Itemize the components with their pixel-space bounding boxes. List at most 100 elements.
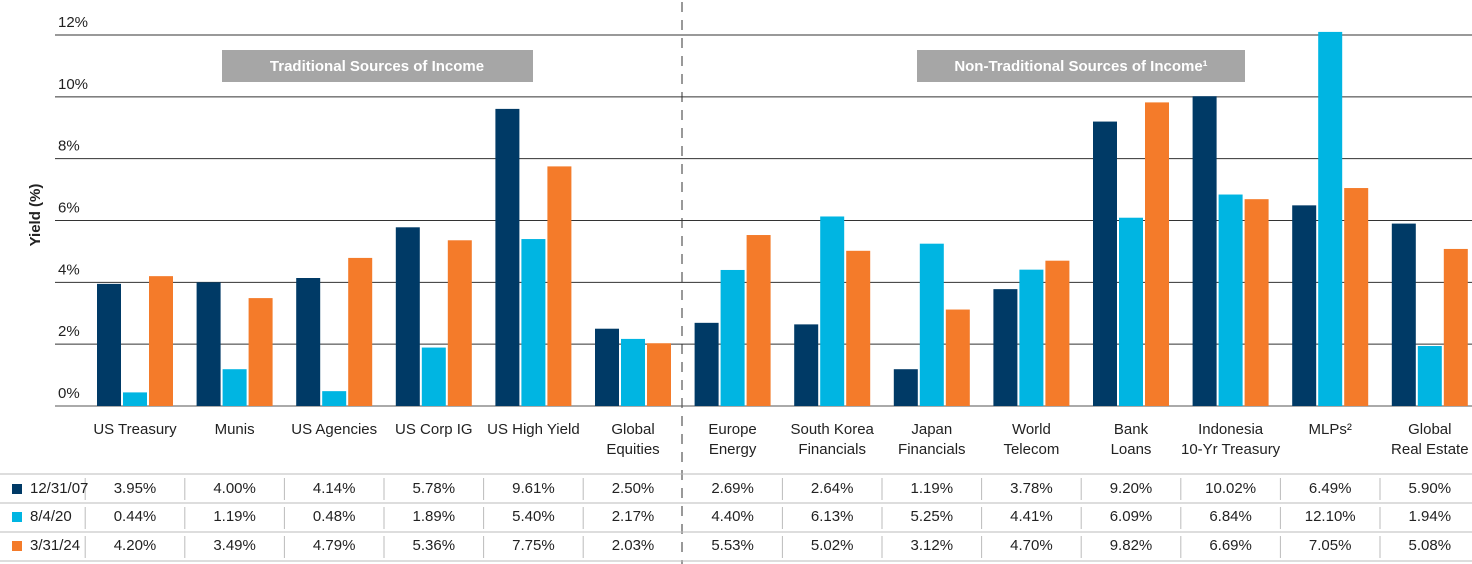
y-tick-label: 6% bbox=[58, 199, 80, 216]
annotation: Traditional Sources of Income bbox=[270, 58, 484, 75]
bar bbox=[1192, 96, 1217, 406]
value-label: 9.82% bbox=[1110, 537, 1153, 554]
annotation-box bbox=[222, 50, 533, 82]
bar bbox=[1145, 102, 1169, 407]
x-tick-label: World Telecom bbox=[1003, 421, 1060, 458]
bar bbox=[97, 283, 121, 406]
legend-swatch bbox=[12, 512, 22, 522]
bar bbox=[1443, 248, 1468, 406]
legend-label: 3/31/24 bbox=[30, 537, 80, 554]
value-label: 5.40% bbox=[512, 508, 555, 525]
bar bbox=[820, 216, 845, 406]
value-label: 6.09% bbox=[1110, 508, 1153, 525]
value-label: 5.25% bbox=[911, 508, 954, 525]
bar bbox=[348, 257, 373, 406]
value-label: 9.61% bbox=[512, 480, 555, 497]
value-label: 4.41% bbox=[1010, 508, 1053, 525]
value-label: 5.90% bbox=[1409, 480, 1452, 497]
bar bbox=[296, 278, 321, 406]
bar bbox=[595, 328, 619, 406]
value-label: 0.44% bbox=[114, 508, 157, 525]
legend-swatch bbox=[12, 484, 22, 494]
bar bbox=[421, 347, 446, 406]
x-tick-label: Europe Energy bbox=[708, 421, 757, 458]
value-label: 1.19% bbox=[213, 508, 256, 525]
y-tick-label: 10% bbox=[58, 76, 88, 93]
bar bbox=[621, 338, 645, 406]
y-tick-label: 12% bbox=[58, 14, 88, 31]
value-label: 4.79% bbox=[313, 537, 356, 554]
legend-label: 12/31/07 bbox=[30, 480, 88, 497]
value-label: 5.08% bbox=[1409, 537, 1452, 554]
bar bbox=[1093, 121, 1117, 407]
value-label: 2.03% bbox=[612, 537, 655, 554]
value-label: 0.48% bbox=[313, 508, 356, 525]
x-tick-label: Indonesia 10-Yr Treasury bbox=[1180, 421, 1281, 458]
value-label: 4.00% bbox=[213, 480, 256, 497]
value-label: 3.12% bbox=[911, 537, 954, 554]
x-tick-label: US Agencies bbox=[291, 421, 378, 438]
value-label: 5.36% bbox=[413, 537, 456, 554]
value-label: 6.49% bbox=[1309, 480, 1352, 497]
y-tick-label: 2% bbox=[58, 323, 80, 340]
bar bbox=[1119, 217, 1143, 406]
x-tick-label: Munis bbox=[214, 421, 255, 438]
bar bbox=[794, 324, 819, 406]
value-label: 5.02% bbox=[811, 537, 854, 554]
value-label: 2.17% bbox=[612, 508, 655, 525]
bar bbox=[222, 369, 247, 406]
bar bbox=[196, 282, 221, 406]
value-label: 7.05% bbox=[1309, 537, 1352, 554]
legend-swatch bbox=[12, 541, 22, 551]
y-tick-label: 8% bbox=[58, 138, 80, 155]
x-tick-label: Japan Financials bbox=[898, 421, 966, 458]
y-tick-label: 0% bbox=[58, 385, 80, 402]
value-label: 6.13% bbox=[811, 508, 854, 525]
x-tick-label: Global Real Estate bbox=[1391, 421, 1469, 458]
x-tick-label: Bank Loans bbox=[1110, 421, 1152, 458]
bar bbox=[647, 343, 671, 406]
y-tick-label: 4% bbox=[58, 261, 80, 278]
bar bbox=[1019, 269, 1044, 406]
value-label: 5.78% bbox=[413, 480, 456, 497]
bar bbox=[919, 243, 944, 406]
value-label: 1.89% bbox=[413, 508, 456, 525]
bar bbox=[694, 322, 719, 406]
bar bbox=[1218, 194, 1243, 406]
annotation: Non-Traditional Sources of Income¹ bbox=[954, 58, 1207, 75]
bar bbox=[846, 250, 871, 406]
value-label: 5.53% bbox=[711, 537, 754, 554]
bar bbox=[1318, 31, 1343, 407]
value-label: 2.50% bbox=[612, 480, 655, 497]
value-label: 6.84% bbox=[1209, 508, 1252, 525]
x-tick-label: South Korea Financials bbox=[790, 421, 874, 458]
value-label: 6.69% bbox=[1209, 537, 1252, 554]
bar bbox=[1391, 223, 1416, 406]
value-label: 4.40% bbox=[711, 508, 754, 525]
value-label: 9.20% bbox=[1110, 480, 1153, 497]
bar bbox=[945, 309, 970, 406]
value-label: 1.19% bbox=[911, 480, 954, 497]
value-label: 4.70% bbox=[1010, 537, 1053, 554]
value-label: 4.14% bbox=[313, 480, 356, 497]
x-tick-label: MLPs² bbox=[1308, 421, 1352, 438]
value-label: 2.64% bbox=[811, 480, 854, 497]
annotation-box bbox=[917, 50, 1245, 82]
value-label: 7.75% bbox=[512, 537, 555, 554]
value-label: 3.95% bbox=[114, 480, 157, 497]
value-label: 1.94% bbox=[1409, 508, 1452, 525]
bar bbox=[322, 391, 347, 406]
bar bbox=[547, 166, 572, 406]
value-label: 3.78% bbox=[1010, 480, 1053, 497]
bar bbox=[893, 369, 918, 406]
bar bbox=[395, 227, 420, 406]
x-tick-label: US Corp IG bbox=[395, 421, 473, 438]
x-tick-label: US High Yield bbox=[487, 421, 580, 438]
bar bbox=[521, 239, 546, 406]
bar bbox=[1417, 346, 1442, 406]
x-tick-label: US Treasury bbox=[93, 421, 177, 438]
bar bbox=[495, 108, 520, 406]
bar bbox=[1045, 260, 1070, 406]
